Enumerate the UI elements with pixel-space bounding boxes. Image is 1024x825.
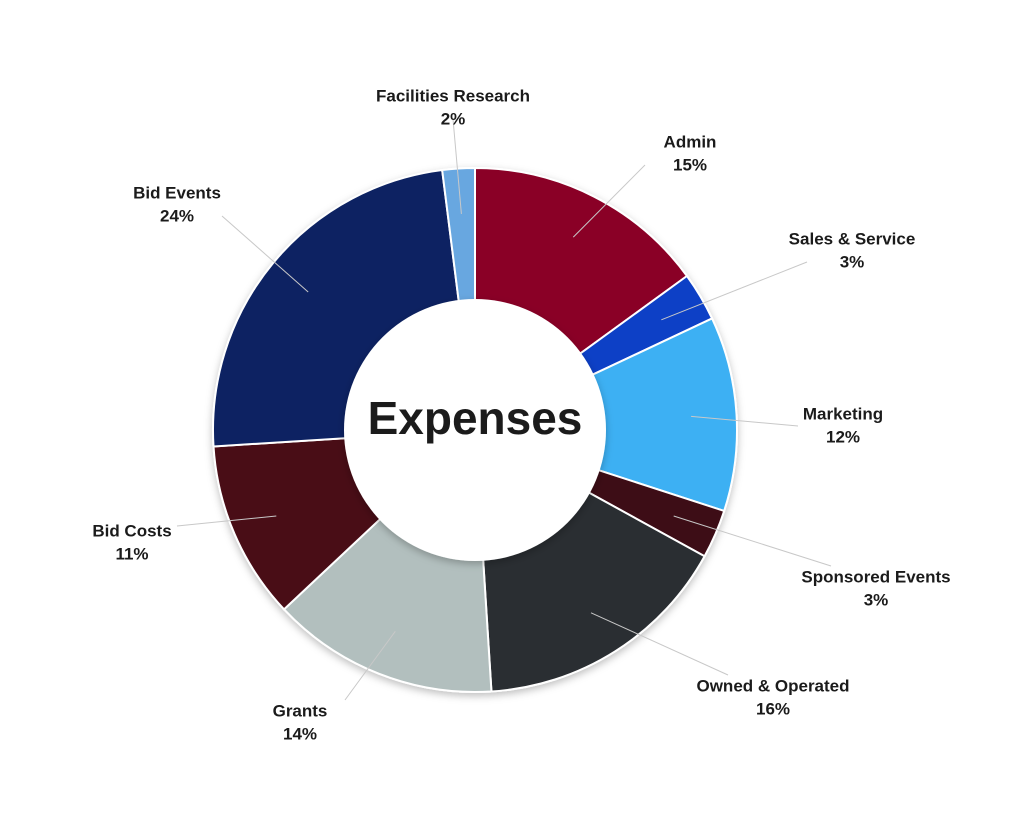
leader-line [691,415,799,427]
leader-line [452,118,462,214]
chart-title: Expenses [368,392,583,444]
slice-label: Owned & Operated [696,676,849,695]
leader-line [673,515,832,567]
slice-label: Facilities Research [376,86,530,105]
slice-label: Admin [664,132,717,151]
slice-value-label: 14% [283,724,317,743]
slice-value-label: 15% [673,155,707,174]
slice-label: Bid Events [133,183,221,202]
slice-label: Bid Costs [92,521,171,540]
slice-label: Grants [273,701,328,720]
leader-line [661,261,808,321]
slice-value-label: 12% [826,427,860,446]
donut-hole [344,299,606,561]
leader-line [590,612,729,676]
slice-value-label: 24% [160,206,194,225]
slice-value-label: 11% [115,544,148,563]
leader-line [572,164,646,238]
leader-line [344,631,396,701]
slice-label: Marketing [803,404,883,423]
slice [472,317,738,513]
slice-value-label: 3% [864,590,889,609]
slice-value-label: 2% [441,109,466,128]
slice-label: Sponsored Events [801,567,950,586]
leader-line [221,215,309,293]
slice-label: Sales & Service [789,229,916,248]
leader-line [176,515,277,527]
slice-value-label: 16% [756,699,790,718]
slice-value-label: 3% [840,252,865,271]
